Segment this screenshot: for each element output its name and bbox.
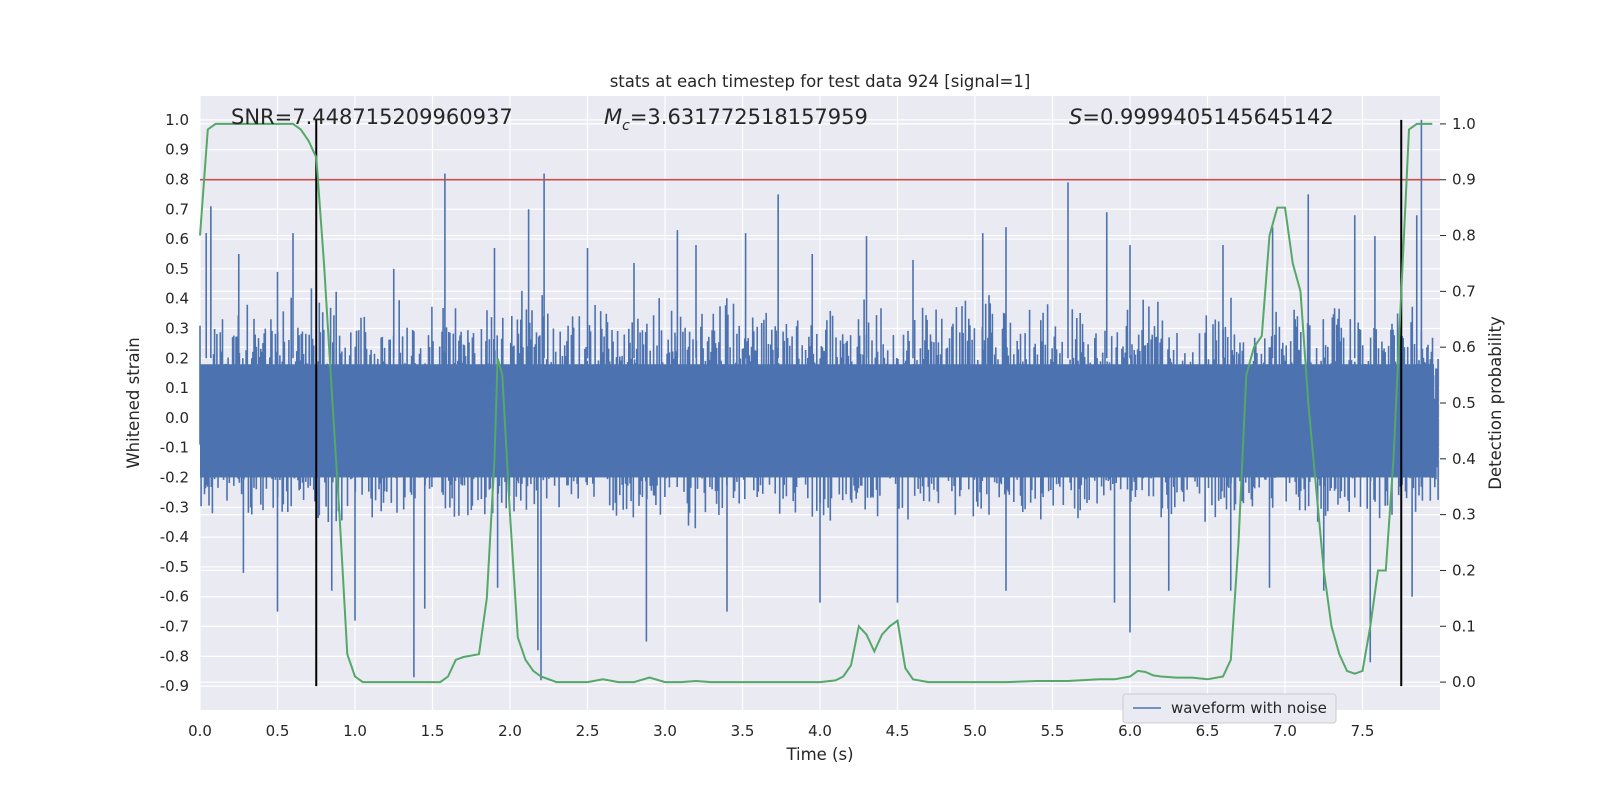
- left-tick-label: 0.2: [165, 349, 189, 367]
- right-axis-label: Detection probability: [1486, 316, 1505, 490]
- left-axis-label: Whitened strain: [124, 337, 143, 468]
- chirp-mass-symbol: M: [604, 105, 622, 129]
- left-tick-label: 0.7: [165, 200, 189, 218]
- right-tick-label: 1.0: [1452, 115, 1476, 133]
- left-axis-ticks: 1.0 0.9 0.8 0.7 0.6 0.5 0.4 0.3 0.2 0.1 0.0 -0.1 -0.…: [160, 111, 189, 695]
- right-tick-label: 0.5: [1452, 394, 1476, 412]
- left-tick-label: -0.9: [160, 677, 189, 695]
- right-tick-label: 0.6: [1452, 338, 1476, 356]
- left-tick-label: 0.1: [165, 379, 189, 397]
- left-tick-label: 0.3: [165, 319, 189, 337]
- right-tick-label: 0.0: [1452, 673, 1476, 691]
- right-tick-label: 0.7: [1452, 282, 1476, 300]
- right-tick-label: 0.9: [1452, 171, 1476, 189]
- left-tick-label: 0.4: [165, 290, 189, 308]
- x-tick-label: 1.0: [343, 722, 367, 740]
- x-tick-label: 3.5: [731, 722, 755, 740]
- x-tick-label: 4.0: [808, 722, 832, 740]
- chirp-mass-value: =3.631772518157959: [630, 105, 868, 129]
- x-axis-label: Time (s): [785, 745, 853, 764]
- x-tick-label: 1.5: [421, 722, 445, 740]
- left-tick-label: -0.2: [160, 469, 189, 487]
- right-axis-ticks: 1.0 0.9 0.8 0.7 0.6 0.5 0.4 0.3 0.2 0.1 0.0: [1440, 115, 1476, 691]
- left-tick-label: -0.3: [160, 498, 189, 516]
- left-tick-label: 0.6: [165, 230, 189, 248]
- x-tick-label: 2.5: [576, 722, 600, 740]
- x-tick-label: 4.5: [886, 722, 910, 740]
- left-tick-label: -0.1: [160, 439, 189, 457]
- chart-title: stats at each timestep for test data 924…: [610, 72, 1031, 91]
- left-tick-label: -0.8: [160, 647, 189, 665]
- reference-lines: [200, 119, 1440, 687]
- left-tick-label: 0.8: [165, 170, 189, 188]
- x-tick-label: 0.5: [266, 722, 290, 740]
- legend-label: waveform with noise: [1171, 699, 1327, 717]
- right-tick-label: 0.1: [1452, 617, 1476, 635]
- detection-probability-line: [199, 122, 1433, 684]
- x-tick-label: 5.5: [1041, 722, 1065, 740]
- left-tick-label: -0.6: [160, 588, 189, 606]
- left-tick-label: 0.9: [165, 141, 189, 159]
- left-tick-label: -0.4: [160, 528, 189, 546]
- x-axis-ticks: 0.0 0.5 1.0 1.5 2.0 2.5 3.0 3.5 4.0 4.5 5.0 5.5 6.0 6…: [188, 722, 1374, 740]
- left-tick-label: 0.0: [165, 409, 189, 427]
- probability-series: [199, 122, 1433, 684]
- left-tick-label: 0.5: [165, 260, 189, 278]
- x-tick-label: 6.5: [1196, 722, 1220, 740]
- x-tick-label: 3.0: [653, 722, 677, 740]
- x-tick-label: 6.0: [1118, 722, 1142, 740]
- right-tick-label: 0.4: [1452, 450, 1476, 468]
- x-tick-label: 7.0: [1273, 722, 1297, 740]
- snr-annotation: SNR=7.448715209960937: [231, 105, 513, 129]
- chirp-mass-annotation: Mc=3.631772518157959: [604, 105, 868, 134]
- score-value: =0.9999405145645142: [1082, 105, 1333, 129]
- right-tick-label: 0.3: [1452, 506, 1476, 524]
- legend-box: [1122, 693, 1337, 724]
- legend: waveform with noise: [1122, 693, 1337, 724]
- waveform-core-band: [200, 364, 1434, 478]
- chirp-mass-subscript: c: [622, 118, 630, 134]
- right-tick-label: 0.8: [1452, 227, 1476, 245]
- score-symbol: S: [1069, 105, 1082, 129]
- x-tick-label: 2.0: [498, 722, 522, 740]
- x-tick-label: 0.0: [188, 722, 212, 740]
- x-tick-label: 5.0: [963, 722, 987, 740]
- left-tick-label: -0.7: [160, 618, 189, 636]
- x-tick-label: 7.5: [1351, 722, 1375, 740]
- right-tick-label: 0.2: [1452, 561, 1476, 579]
- left-tick-label: -0.5: [160, 558, 189, 576]
- score-annotation: S=0.9999405145645142: [1069, 105, 1334, 129]
- waveform-series: [199, 119, 1439, 681]
- left-tick-label: 1.0: [165, 111, 189, 129]
